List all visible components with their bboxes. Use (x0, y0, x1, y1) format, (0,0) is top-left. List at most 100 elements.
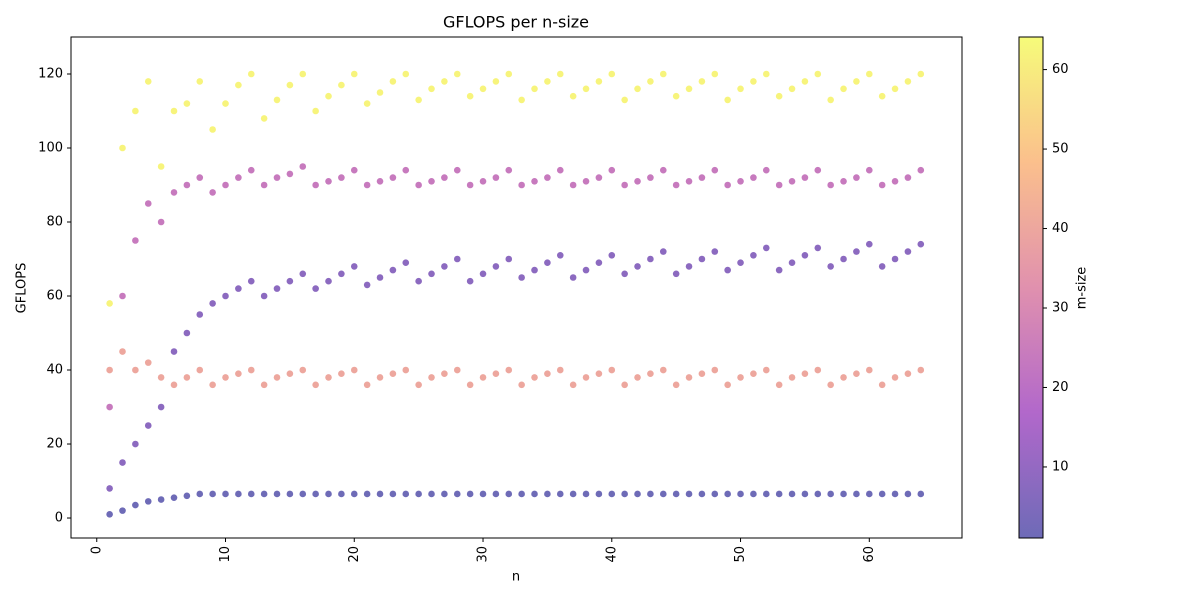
colorbar-tick-label: 10 (1052, 459, 1069, 474)
point (698, 255, 706, 263)
point (814, 244, 822, 252)
point (698, 370, 706, 378)
point (350, 366, 358, 374)
point (363, 281, 371, 289)
point (917, 490, 925, 498)
point (608, 166, 616, 174)
point (621, 181, 628, 189)
point (479, 85, 487, 93)
point (531, 266, 538, 274)
point (801, 490, 809, 498)
point (260, 292, 268, 300)
point (222, 292, 229, 300)
point (569, 381, 577, 389)
point (415, 277, 422, 285)
point (634, 85, 641, 93)
point (428, 178, 435, 185)
point (685, 263, 693, 270)
point (299, 490, 307, 498)
y-tick-label: 100 (38, 141, 63, 156)
point (762, 70, 770, 78)
point (853, 370, 860, 378)
point (685, 178, 693, 185)
point (312, 181, 319, 189)
point (157, 496, 165, 503)
plot-frame (70, 36, 963, 539)
point (518, 490, 525, 498)
point (582, 374, 590, 381)
point (762, 366, 770, 374)
point (235, 490, 242, 498)
point (325, 277, 332, 285)
point (376, 490, 384, 498)
point (840, 85, 847, 93)
point (492, 78, 500, 85)
point (132, 366, 139, 374)
point (775, 92, 783, 100)
point (466, 490, 474, 498)
point (106, 300, 113, 307)
point (196, 174, 204, 181)
point (801, 174, 809, 181)
point (544, 78, 551, 85)
point (453, 490, 461, 498)
point (402, 366, 410, 374)
point (750, 78, 757, 85)
point (273, 96, 281, 104)
point (518, 96, 525, 104)
point (363, 100, 371, 107)
point (106, 485, 113, 492)
point (402, 259, 410, 267)
colorbar-label: m-size (1075, 267, 1090, 310)
point (183, 329, 191, 337)
point (479, 490, 487, 498)
point (531, 178, 538, 185)
point (904, 370, 912, 378)
point (647, 370, 654, 378)
point (891, 490, 899, 498)
colorbar-tick-label: 20 (1052, 380, 1069, 395)
point (827, 263, 834, 270)
point (222, 374, 229, 381)
point (428, 85, 435, 93)
point (247, 166, 255, 174)
point (183, 100, 191, 107)
point (170, 107, 178, 115)
point (144, 78, 152, 85)
point (582, 490, 590, 498)
point (737, 374, 744, 381)
point (878, 490, 886, 498)
point (389, 490, 397, 498)
y-tick-label: 40 (46, 363, 63, 378)
point (672, 181, 680, 189)
point (119, 144, 126, 152)
point (273, 374, 281, 381)
x-tick-label: 30 (476, 546, 491, 563)
point (170, 189, 178, 196)
point (518, 381, 525, 389)
y-tick-label: 80 (46, 215, 63, 230)
point (775, 266, 783, 274)
point (621, 490, 628, 498)
point (698, 490, 706, 498)
point (144, 422, 152, 429)
point (878, 181, 886, 189)
point (840, 490, 847, 498)
point (685, 85, 693, 93)
point (750, 174, 757, 181)
point (428, 490, 435, 498)
point (247, 277, 255, 285)
point (106, 511, 113, 518)
point (144, 359, 152, 366)
point (325, 490, 332, 498)
point (595, 78, 603, 85)
point (183, 492, 191, 500)
point (453, 70, 461, 78)
point (441, 78, 448, 85)
point (415, 381, 422, 389)
point (247, 70, 255, 78)
point (659, 490, 667, 498)
point (286, 277, 294, 285)
point (299, 366, 307, 374)
point (659, 70, 667, 78)
